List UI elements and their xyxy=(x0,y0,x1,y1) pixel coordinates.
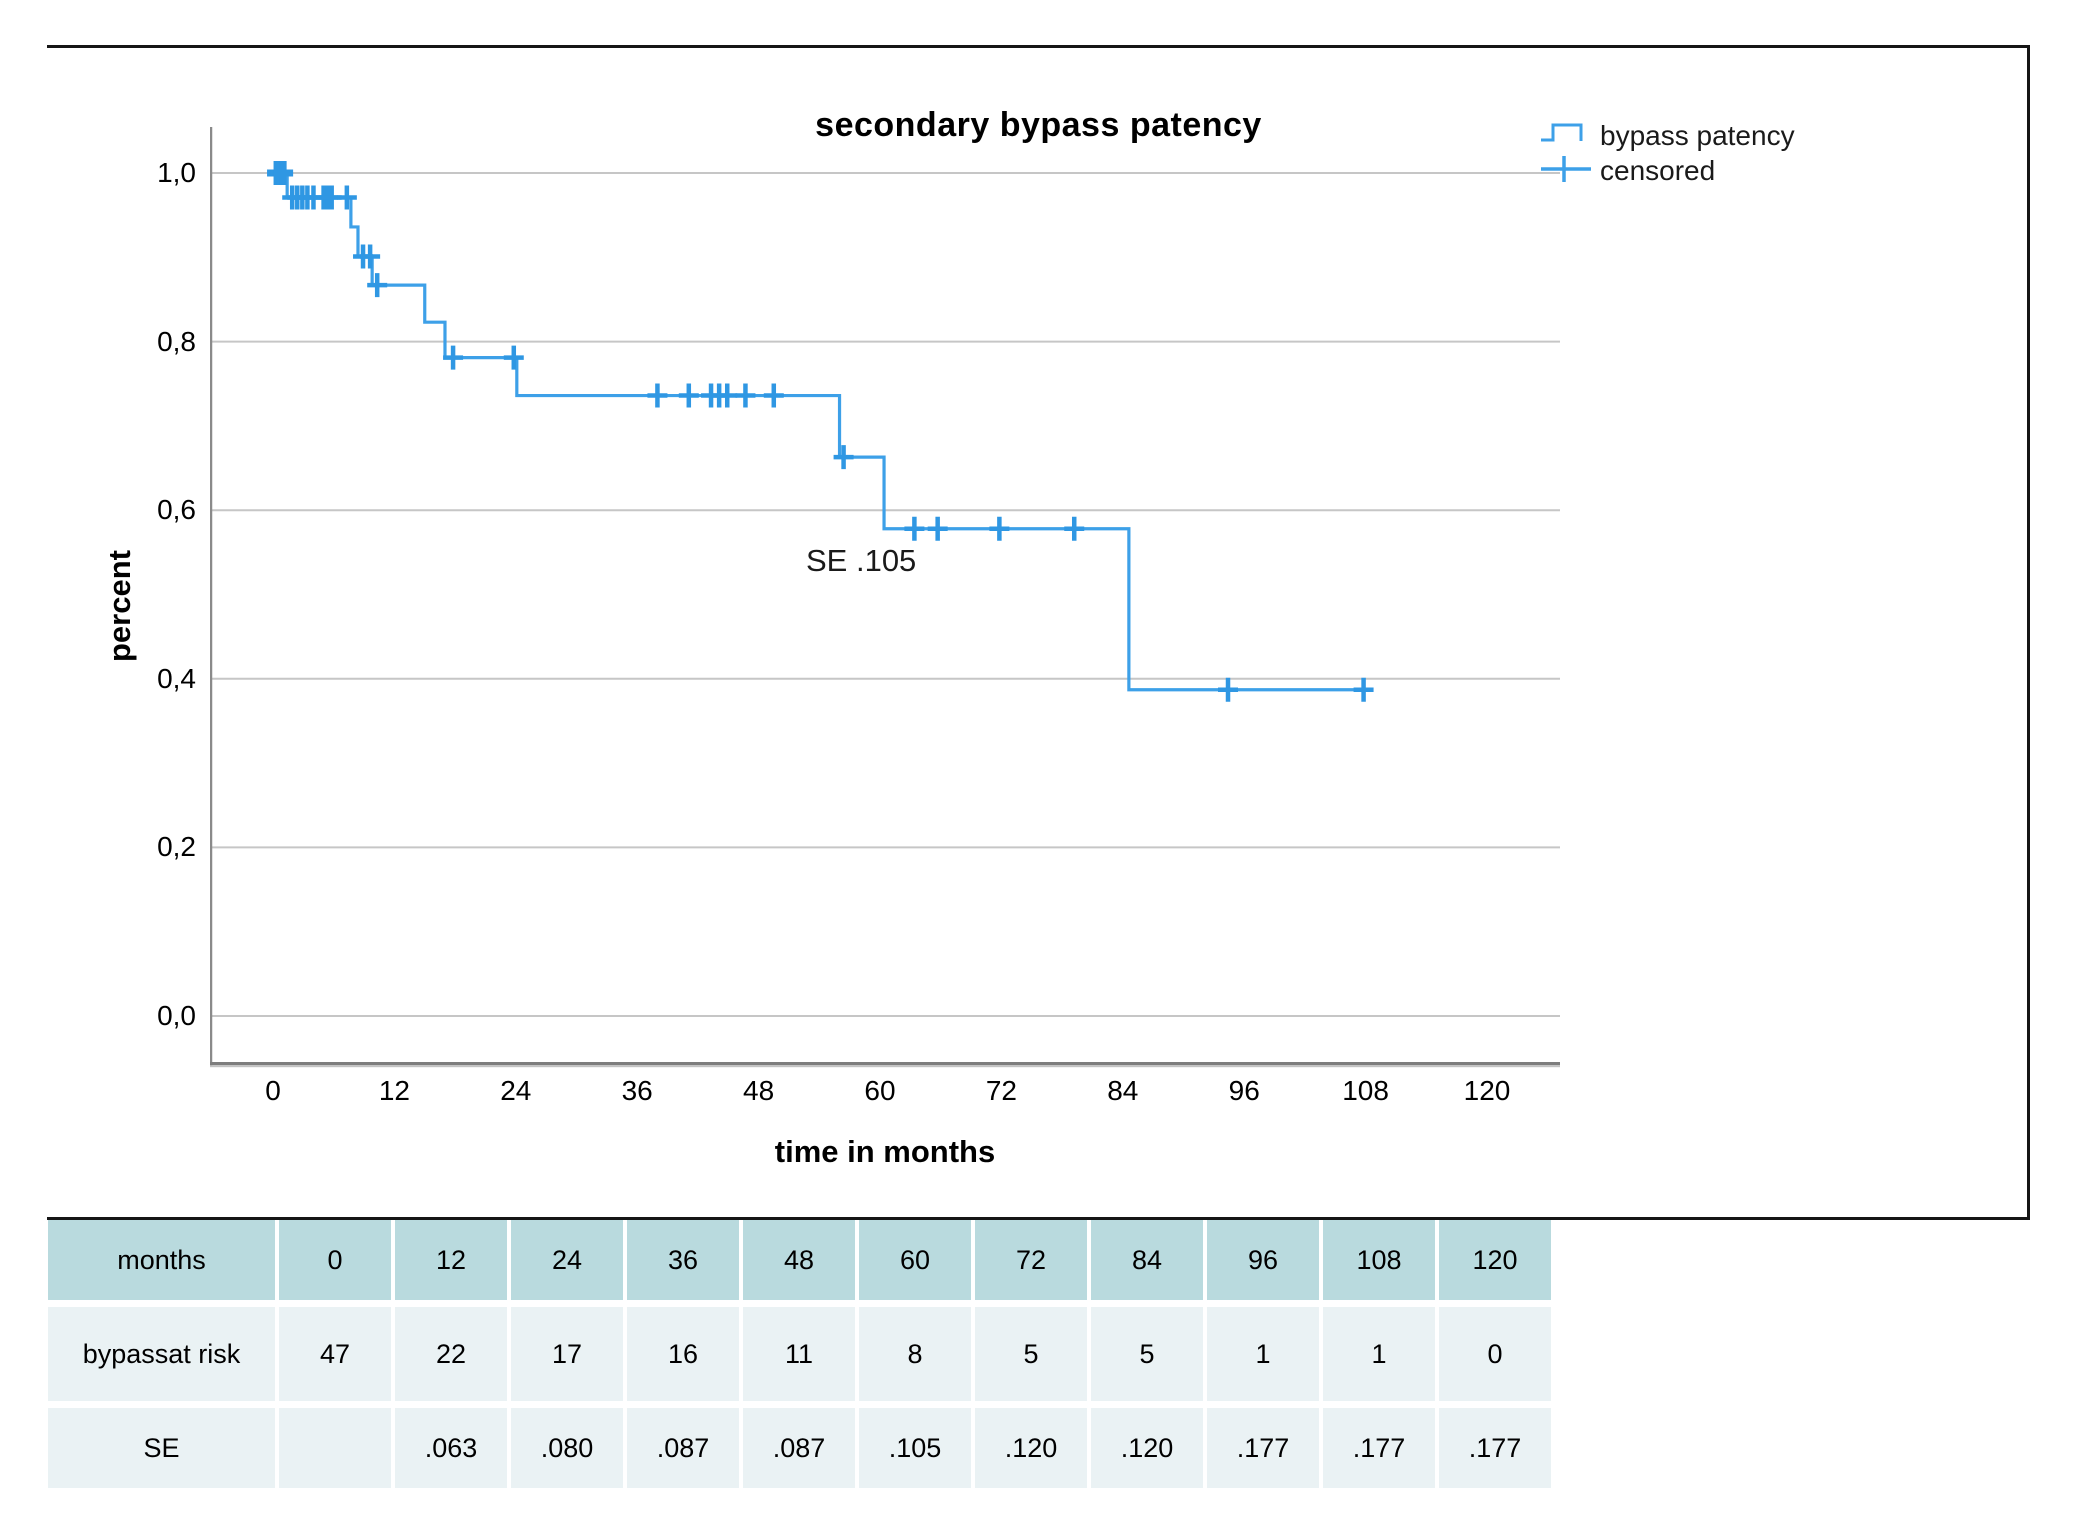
table-cell-value: .177 xyxy=(1207,1408,1319,1488)
legend-item-bypass-patency: bypass patency xyxy=(1540,120,1795,152)
kaplan-meier-plot xyxy=(210,127,1560,1068)
x-tick-label: 24 xyxy=(500,1075,532,1106)
table-cell-value: .080 xyxy=(511,1408,623,1488)
legend-item-censored: censored xyxy=(1540,155,1795,187)
legend-label: censored xyxy=(1600,155,1716,186)
table-cell-value: .087 xyxy=(627,1408,739,1488)
table-cell-value: .120 xyxy=(975,1408,1087,1488)
y-tick-label: 0,6 xyxy=(157,494,196,526)
y-tick-label: 0,0 xyxy=(157,1000,196,1031)
chart-frame xyxy=(47,45,2030,1220)
table-header-value: 108 xyxy=(1323,1220,1435,1300)
table-cell-value: .063 xyxy=(395,1408,507,1488)
x-tick-label: 120 xyxy=(1463,1075,1511,1106)
table-header-value: 72 xyxy=(975,1220,1087,1300)
x-tick-label: 36 xyxy=(621,1075,653,1106)
table-cell-value: 22 xyxy=(395,1307,507,1401)
table-header-value: 60 xyxy=(859,1220,971,1300)
x-tick-label: 108 xyxy=(1342,1075,1389,1106)
table-row-label: SE xyxy=(48,1408,275,1488)
table-header-value: 24 xyxy=(511,1220,623,1300)
table-cell-value xyxy=(279,1408,391,1488)
x-tick-label: 96 xyxy=(1228,1075,1260,1106)
table-cell-value: 1 xyxy=(1207,1307,1319,1401)
x-tick-label: 84 xyxy=(1107,1075,1139,1106)
table-header-value: 12 xyxy=(395,1220,507,1300)
table-cell-value: .120 xyxy=(1091,1408,1203,1488)
table-cell-value: 1 xyxy=(1323,1307,1435,1401)
table-cell-value: 47 xyxy=(279,1307,391,1401)
x-tick-label: 12 xyxy=(378,1075,410,1106)
y-tick-label: 1,0 xyxy=(157,157,196,188)
legend-label: bypass patency xyxy=(1600,120,1795,151)
table-cell-value: 8 xyxy=(859,1307,971,1401)
legend: bypass patency censored xyxy=(1540,120,1795,187)
x-tick-label: 0 xyxy=(265,1075,281,1106)
x-tick-label: 60 xyxy=(864,1075,896,1106)
table-cell-value: 17 xyxy=(511,1307,623,1401)
censored-plus-icon xyxy=(1540,154,1592,189)
table-header-value: 96 xyxy=(1207,1220,1319,1300)
table-header-value: 0 xyxy=(279,1220,391,1300)
table-cell-value: 5 xyxy=(1091,1307,1203,1401)
table-header-value: 48 xyxy=(743,1220,855,1300)
table-row: SE .063.080.087.087.105.120.120.177.177.1… xyxy=(48,1408,1551,1488)
table-header-row: months 0 12 24 36 48 60 72 84 96 108 120 xyxy=(48,1220,1551,1300)
table-cell-value: .177 xyxy=(1439,1408,1551,1488)
table-header-label: months xyxy=(48,1220,275,1300)
table-cell-value: 5 xyxy=(975,1307,1087,1401)
table-cell-value: 0 xyxy=(1439,1307,1551,1401)
table-cell-value: .087 xyxy=(743,1408,855,1488)
x-axis-title: time in months xyxy=(774,1134,996,1169)
table-cell-value: 11 xyxy=(743,1307,855,1401)
y-tick-label: 0,2 xyxy=(157,831,196,863)
table-row: bypass at risk 47 22 17 16 11 8 5 5 1 1 0 xyxy=(48,1307,1551,1401)
table-cell-value: .105 xyxy=(859,1408,971,1488)
table-cell-value: .177 xyxy=(1323,1408,1435,1488)
step-line-icon xyxy=(1540,119,1592,154)
se-annotation: SE .105 xyxy=(806,543,917,578)
y-tick-label: 0,8 xyxy=(157,325,196,357)
x-tick-label: 48 xyxy=(743,1075,775,1106)
table-cell-value: 16 xyxy=(627,1307,739,1401)
table-header-value: 84 xyxy=(1091,1220,1203,1300)
chart-title: secondary bypass patency xyxy=(815,106,1262,144)
y-tick-label: 0,4 xyxy=(157,662,196,694)
table-header-value: 120 xyxy=(1439,1220,1551,1300)
x-tick-label: 72 xyxy=(985,1075,1017,1106)
risk-table: months 0 12 24 36 48 60 72 84 96 108 120 bypass at r… xyxy=(48,1220,1551,1495)
table-row-label: bypass at risk xyxy=(48,1307,275,1401)
table-header-value: 36 xyxy=(627,1220,739,1300)
